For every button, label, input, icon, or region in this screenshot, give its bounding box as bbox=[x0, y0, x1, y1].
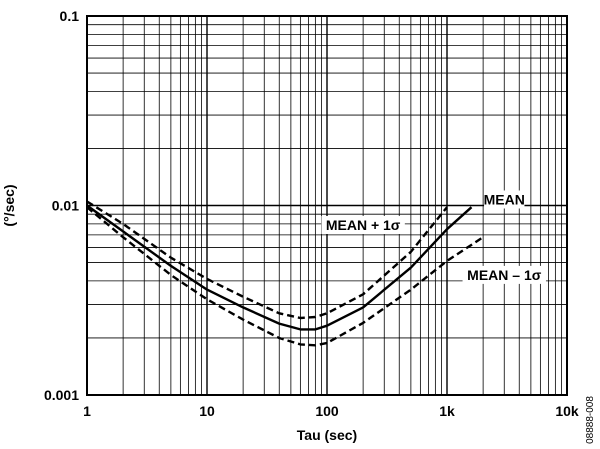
series-label: MEAN + 1σ bbox=[326, 217, 401, 233]
annotation-bg bbox=[462, 265, 546, 284]
y-axis-title: (°/sec) bbox=[1, 184, 17, 226]
series-line-mean bbox=[86, 204, 473, 331]
series-line-mean-plus-1sigma bbox=[86, 200, 448, 320]
series-line-mean-minus-1sigma bbox=[86, 206, 484, 347]
series-label: MEAN bbox=[484, 191, 525, 207]
series-lines bbox=[86, 200, 484, 347]
tick-labels: 1 10 100 1k 10k 0.001 0.01 0.1 bbox=[44, 8, 579, 419]
x-tick-label: 10k bbox=[555, 403, 579, 419]
annotation-labels: MEAN MEAN + 1σ MEAN – 1σ bbox=[321, 190, 546, 284]
y-tick-label: 0.1 bbox=[60, 8, 80, 24]
annotation-bg bbox=[484, 190, 525, 209]
figure-id: 08888-008 bbox=[585, 396, 596, 444]
series-label: MEAN – 1σ bbox=[467, 267, 542, 283]
x-axis-title: Tau (sec) bbox=[297, 427, 357, 443]
x-tick-label: 1 bbox=[83, 403, 91, 419]
x-tick-label: 10 bbox=[199, 403, 215, 419]
plot-frame bbox=[86, 15, 568, 396]
y-tick-label: 0.001 bbox=[44, 387, 79, 403]
grid bbox=[86, 16, 567, 396]
y-tick-label: 0.01 bbox=[52, 198, 79, 214]
x-tick-label: 1k bbox=[439, 403, 455, 419]
annotation-bg bbox=[321, 216, 405, 235]
x-tick-label: 100 bbox=[315, 403, 339, 419]
